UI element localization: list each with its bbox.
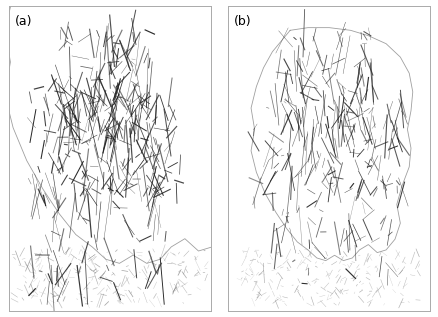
Text: (b): (b)	[234, 16, 251, 29]
Text: (a): (a)	[15, 16, 32, 29]
